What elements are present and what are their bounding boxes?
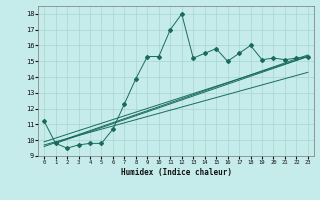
X-axis label: Humidex (Indice chaleur): Humidex (Indice chaleur) (121, 168, 231, 177)
